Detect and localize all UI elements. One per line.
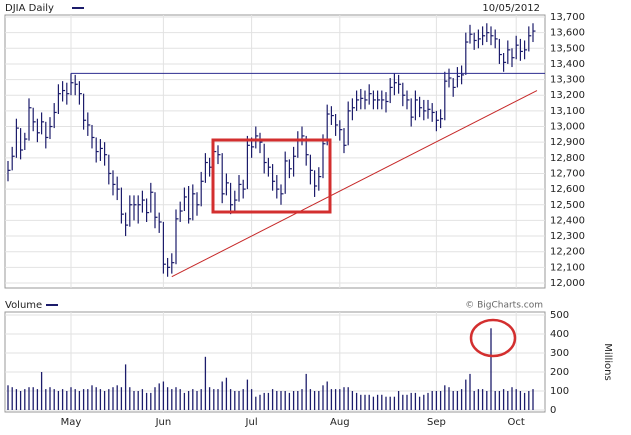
y-tick-label: 13,000 (550, 122, 585, 133)
y-tick-label: 200 (550, 367, 569, 378)
y-tick-label: 12,900 (550, 137, 585, 148)
y-tick-label: 300 (550, 348, 569, 359)
y-tick-label: 100 (550, 386, 569, 397)
x-tick-label: Aug (330, 417, 350, 428)
x-tick-label: Jun (155, 417, 172, 428)
y-tick-label: 12,400 (550, 215, 585, 226)
y-tick-label: 12,700 (550, 168, 585, 179)
y-tick-label: 13,300 (550, 75, 585, 86)
y-tick-label: 13,600 (550, 28, 585, 39)
y-tick-label: 13,100 (550, 106, 585, 117)
volume-title: Volume (5, 300, 42, 311)
plot-frame (4, 14, 546, 289)
y-tick-label: 0 (550, 405, 556, 416)
y-tick-label: 12,500 (550, 200, 585, 211)
plot-frame (4, 311, 546, 413)
y-tick-label: 12,800 (550, 153, 585, 164)
highlight-circle (469, 318, 517, 358)
y-tick-label: 13,500 (550, 43, 585, 54)
y-tick-label: 12,100 (550, 262, 585, 273)
y-tick-label: 12,600 (550, 184, 585, 195)
y-tick-label: 13,700 (550, 12, 585, 23)
y-tick-label: 12,200 (550, 247, 585, 258)
y-tick-label: 400 (550, 329, 569, 340)
y-tick-label: 500 (550, 310, 569, 321)
x-tick-label: Sep (427, 417, 446, 428)
date-label: 10/05/2012 (482, 3, 540, 14)
y-axis-label: Millions (602, 343, 613, 380)
price-title: DJIA Daily (5, 3, 54, 14)
y-tick-label: 13,400 (550, 59, 585, 70)
x-tick-label: May (61, 417, 82, 428)
highlight-box (211, 138, 332, 214)
y-tick-label: 12,000 (550, 278, 585, 289)
y-tick-label: 12,300 (550, 231, 585, 242)
x-tick-label: Oct (508, 417, 525, 428)
source-label: © BigCharts.com (465, 301, 543, 311)
x-tick-label: Jul (245, 417, 258, 428)
y-tick-label: 13,200 (550, 90, 585, 101)
trend-line (171, 90, 538, 278)
